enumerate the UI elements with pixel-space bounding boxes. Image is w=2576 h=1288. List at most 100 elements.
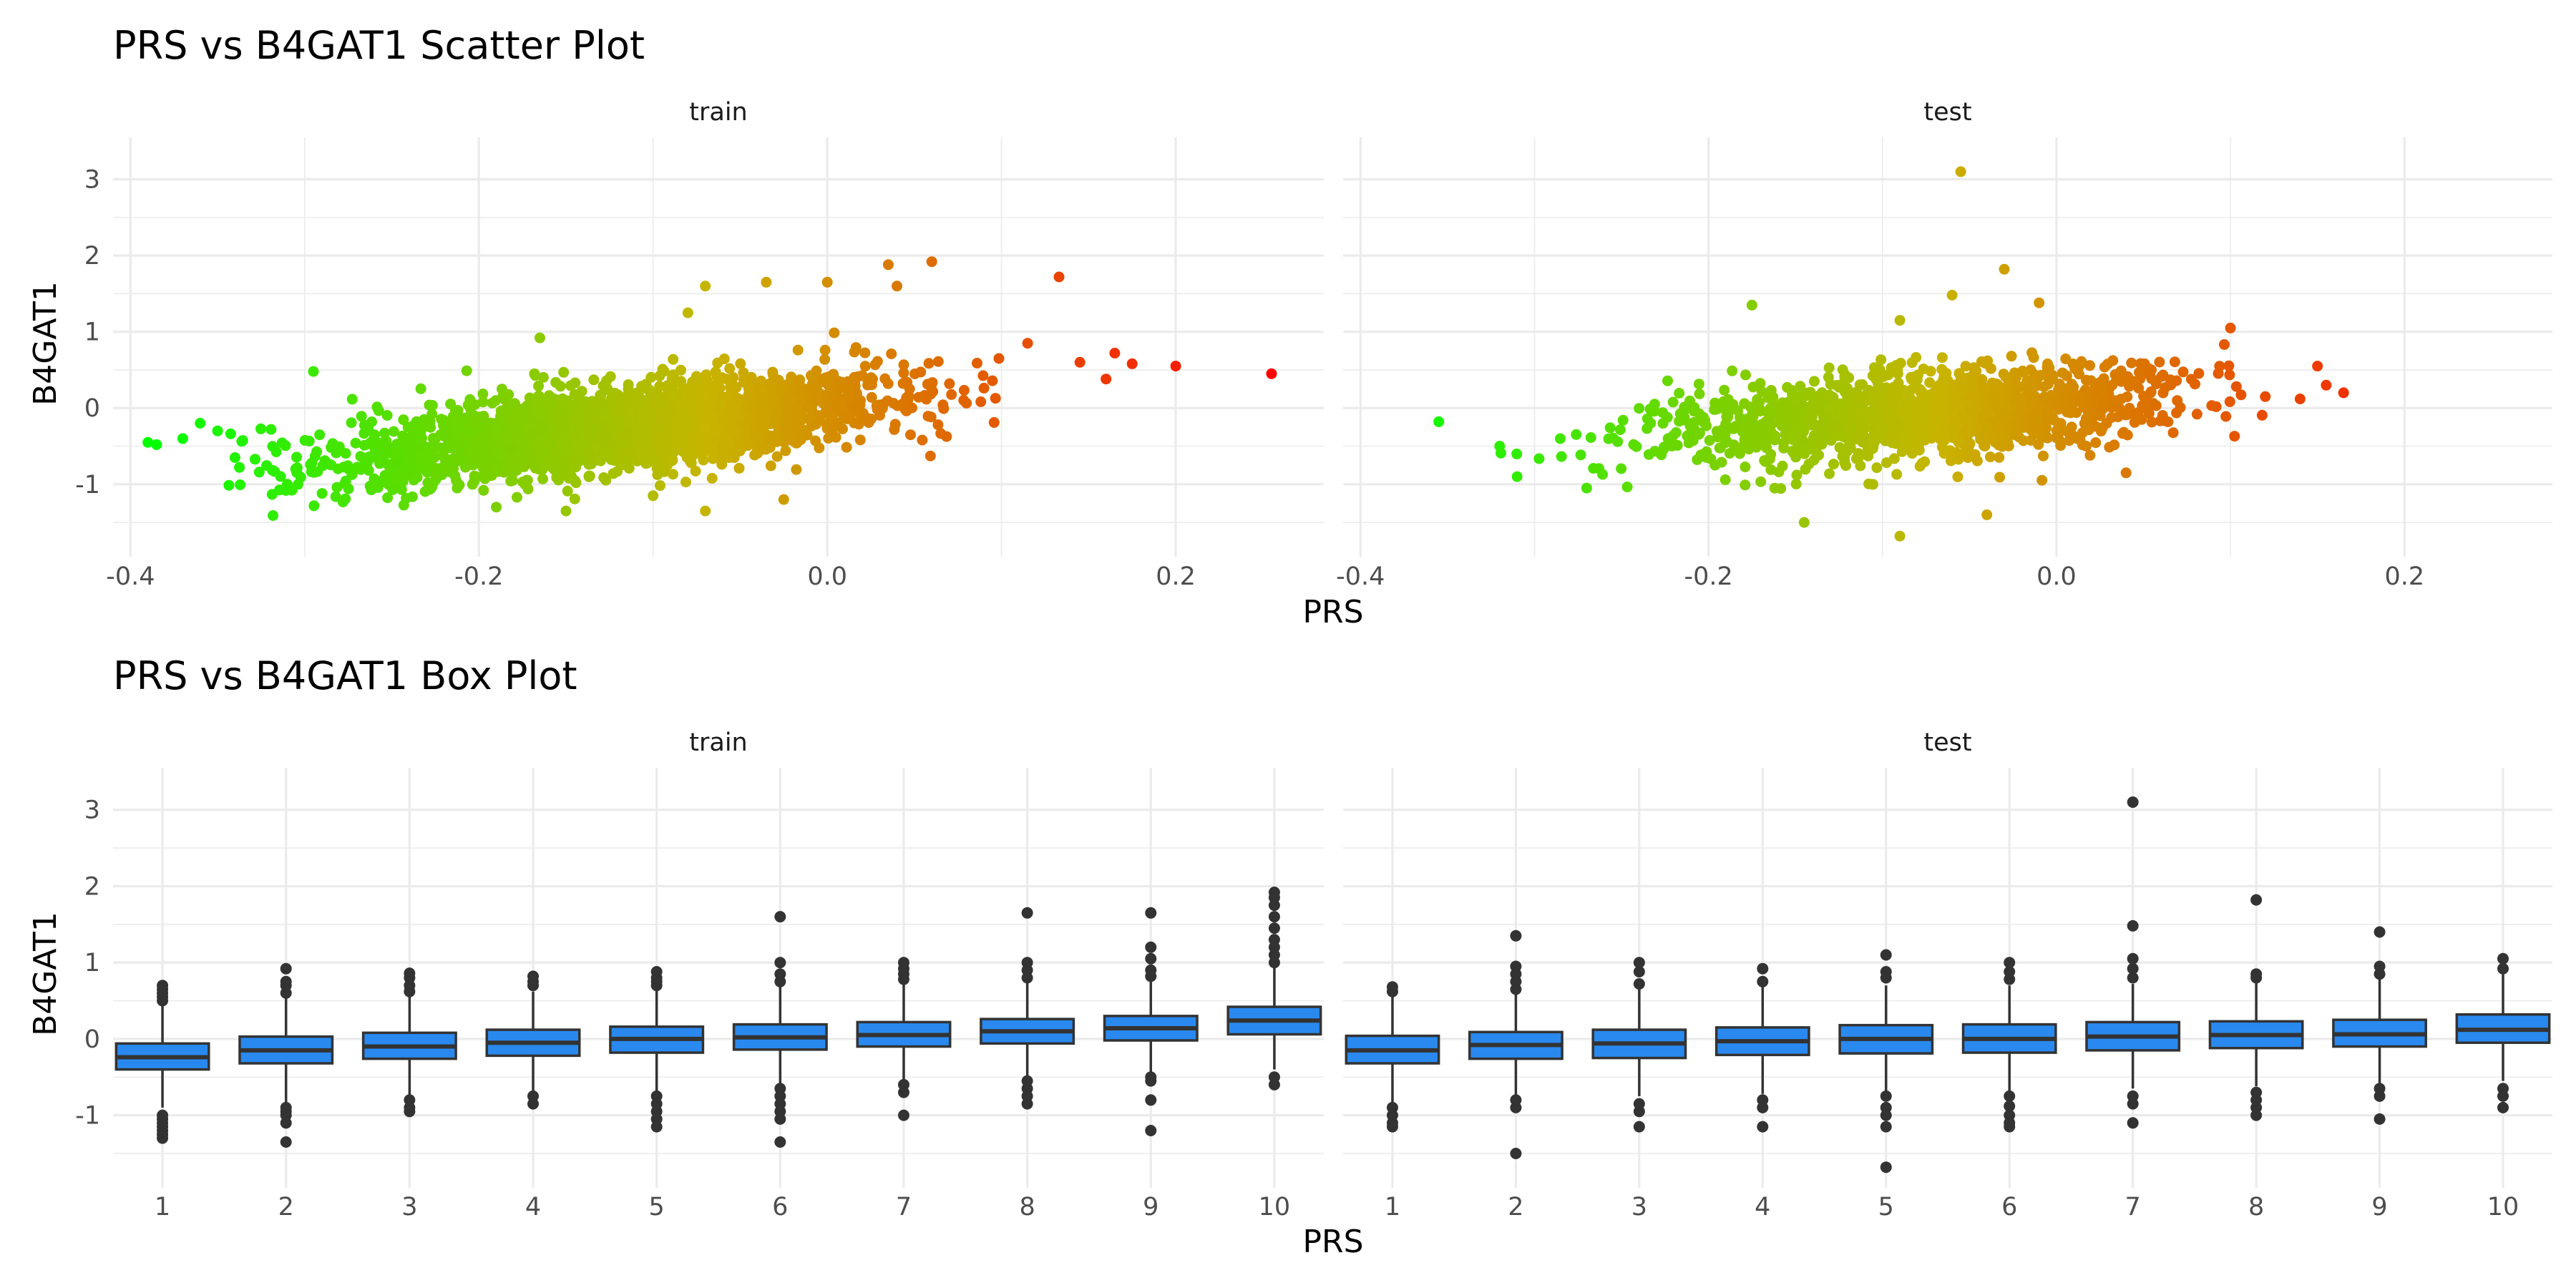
scatter-point (2321, 379, 2332, 391)
box-10 (2455, 952, 2551, 1113)
scatter-point (1744, 417, 1755, 429)
scatter-point (886, 348, 897, 359)
scatter-point (389, 444, 401, 456)
scatter-point (2235, 389, 2247, 401)
box-outlier (1145, 952, 1157, 965)
scatter-point (1823, 371, 1834, 383)
box-outlier (1510, 1148, 1522, 1159)
scatter-point (576, 386, 587, 397)
scatter-point (1834, 441, 1845, 453)
box-outlier (1880, 1109, 1892, 1121)
scatter-point (1955, 166, 1966, 177)
scatter-point (382, 492, 394, 504)
scatter-point (1884, 406, 1896, 418)
scatter-point (2256, 409, 2268, 421)
scatter-point (668, 469, 678, 480)
scatter-point (706, 443, 717, 454)
scatter-point (2139, 401, 2150, 411)
scatter-point (2165, 374, 2176, 386)
box-outlier (897, 1109, 909, 1121)
box-test-boxes (1345, 796, 2551, 1174)
scatter-point (668, 421, 680, 432)
scatter-point (1556, 451, 1567, 462)
scatter-point (716, 415, 728, 426)
scatter-point (1940, 431, 1951, 443)
scatter-y-tick-label: 0 (84, 394, 100, 423)
scatter-point (2146, 416, 2157, 428)
scatter-point (975, 396, 987, 407)
scatter-point (490, 446, 502, 457)
box-x-tick-label: 3 (401, 1193, 417, 1221)
scatter-point (1787, 434, 1798, 445)
scatter-point (346, 394, 358, 405)
box-strip-train: train (689, 728, 747, 757)
scatter-point (355, 451, 366, 462)
scatter-point (1875, 354, 1887, 366)
box-outlier (2004, 1121, 2016, 1133)
scatter-point (482, 459, 494, 470)
scatter-point (1760, 431, 1772, 442)
scatter-point (1109, 348, 1121, 358)
scatter-point (700, 423, 711, 434)
scatter-point (720, 435, 731, 447)
scatter-point (725, 399, 736, 410)
scatter-point (2026, 395, 2038, 406)
box-outlier (280, 975, 292, 987)
scatter-point (704, 408, 716, 419)
scatter-point (2057, 424, 2068, 435)
scatter-point (1575, 449, 1586, 461)
scatter-point (1621, 482, 1633, 492)
scatter-point (780, 445, 791, 457)
scatter-point (615, 429, 626, 441)
scatter-point (569, 402, 580, 414)
scatter-point (401, 492, 412, 504)
box-outlier (2373, 1090, 2386, 1102)
box-outlier (1757, 962, 1769, 975)
box-outlier (650, 966, 663, 977)
scatter-point (668, 353, 679, 365)
scatter-y-tick-label: 3 (84, 166, 100, 195)
scatter-point (1688, 416, 1699, 428)
scatter-point (2214, 361, 2225, 372)
scatter-point (2044, 375, 2056, 386)
scatter-point (654, 370, 665, 381)
scatter-point (857, 370, 868, 381)
scatter-point (1989, 396, 2000, 408)
scatter-point (917, 434, 928, 446)
box-outlier (2373, 1113, 2386, 1125)
box-outlier (1633, 1106, 1645, 1118)
box-x-tick-label: 10 (2487, 1193, 2519, 1221)
scatter-point (425, 421, 436, 433)
box-outlier (1021, 957, 1033, 969)
scatter-point (1931, 428, 1943, 439)
scatter-point (387, 484, 399, 495)
scatter-point (897, 378, 909, 389)
scatter-tick-labels: 3 2 1 0 -1 -0.4 -0.2 0.0 0.2 -0.4 -0.2 0.0 0.2 (75, 166, 2424, 591)
scatter-point (1643, 449, 1654, 460)
box-x-tick-label: 5 (1878, 1193, 1894, 1221)
scatter-point (2077, 427, 2088, 439)
scatter-point (771, 436, 782, 447)
scatter-point (516, 450, 527, 462)
scatter-point (648, 490, 659, 502)
scatter-point (1657, 407, 1669, 419)
scatter-title: PRS vs B4GAT1 Scatter Plot (113, 23, 645, 68)
scatter-point (406, 431, 417, 442)
scatter-point (250, 454, 260, 465)
scatter-point (2094, 410, 2106, 421)
scatter-point (533, 380, 545, 391)
scatter-point (662, 383, 673, 394)
scatter-point (2074, 359, 2086, 371)
box-outlier (1021, 1098, 1033, 1110)
scatter-point (363, 464, 374, 476)
scatter-point (1074, 356, 1085, 368)
scatter-point (455, 448, 466, 459)
scatter-point (2109, 395, 2121, 406)
scatter-point (1803, 458, 1815, 469)
scatter-point (1266, 368, 1277, 379)
scatter-point (560, 422, 571, 434)
box-outlier (2127, 796, 2139, 808)
scatter-point (682, 307, 693, 318)
scatter-point (2223, 360, 2235, 371)
scatter-point (422, 449, 434, 461)
